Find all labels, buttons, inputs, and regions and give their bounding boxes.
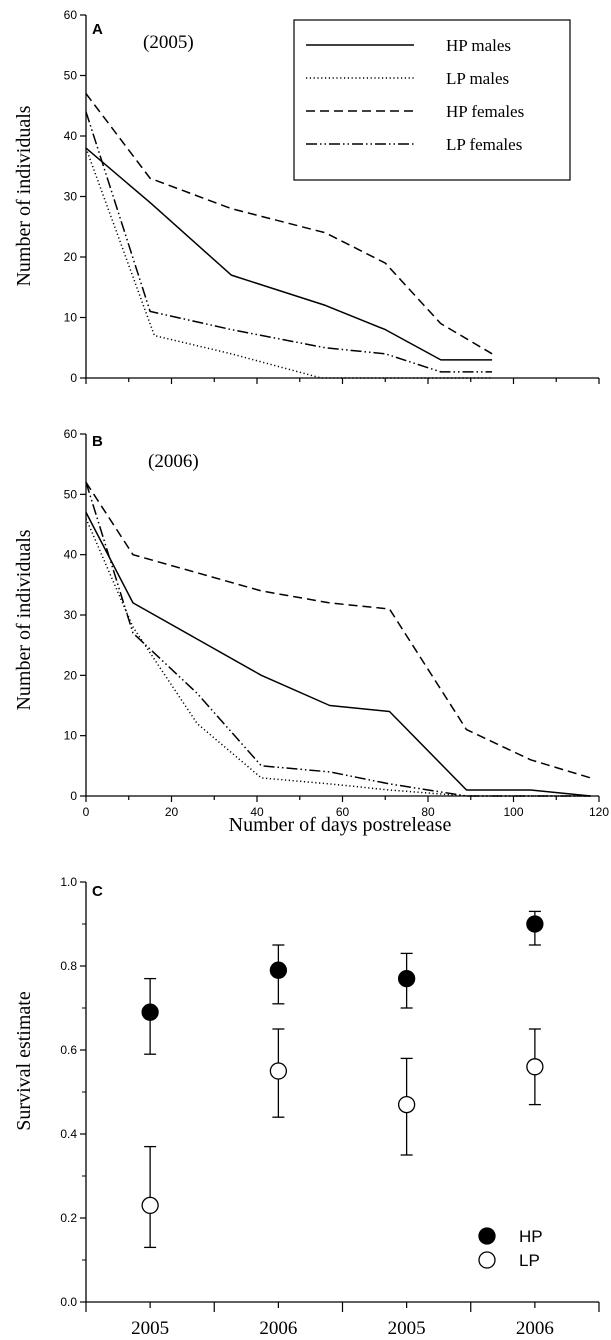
panel-a-legend: HP males LP males HP females LP females — [293, 19, 571, 181]
panel-a-y-tick-label: 20 — [64, 250, 78, 264]
panel-c-category-year: 2006 — [259, 1318, 297, 1339]
panel-c-y-axis-title: Survival estimate — [13, 991, 35, 1131]
panel-b-letter: B — [92, 433, 103, 450]
panel-a-series-line-1 — [85, 147, 493, 379]
panel-c-legend-marker-0 — [478, 1227, 496, 1245]
panel-b-y-tick-label: 30 — [64, 608, 78, 622]
panel-b-y-tick-label: 60 — [64, 427, 78, 441]
panel-a-y-tick-label: 40 — [64, 129, 78, 143]
panel-b-x-tick-label: 100 — [503, 805, 523, 819]
panel-c-category-year: 2006 — [516, 1318, 554, 1339]
panel-a: A (2005) Number of individuals 0 10 20 30 40… — [13, 8, 600, 385]
panel-a-y-tick-label: 30 — [64, 190, 78, 204]
panel-c-point-1-1 — [269, 1062, 288, 1080]
legend-label-3: LP females — [446, 135, 522, 154]
panel-c-axes: 0.00.20.40.60.81.02005males2006males2005… — [60, 875, 600, 1339]
legend-label-1: LP males — [446, 69, 509, 88]
panel-b-x-axis-title: Number of days postrelease — [229, 814, 452, 836]
panel-b-y-axis-title: Number of individuals — [13, 529, 35, 710]
panel-b-x-tick-label: 20 — [165, 805, 179, 819]
legend-label-2: HP females — [446, 102, 524, 121]
panel-a-series-line-2 — [85, 93, 493, 355]
panel-b-series-lines — [85, 481, 591, 797]
panel-c-point-1-3 — [526, 1058, 544, 1076]
panel-c-y-tick-label: 1.0 — [60, 875, 77, 889]
panel-c-point-1-0 — [141, 1196, 159, 1215]
panel-c-point-0-0 — [141, 1003, 159, 1021]
panel-c-legend-marker-1 — [478, 1251, 496, 1269]
panel-c-point-1-2 — [397, 1095, 416, 1114]
panel-b-y-tick-label: 50 — [64, 487, 78, 501]
panel-a-year-annotation: (2005) — [143, 32, 194, 53]
panel-c-point-0-1 — [269, 961, 288, 979]
panel-b-x-tick-label: 80 — [421, 805, 435, 819]
panel-c-category-year: 2005 — [131, 1318, 169, 1339]
panel-a-y-tick-label: 60 — [64, 8, 78, 22]
panel-c-letter: C — [92, 883, 103, 900]
panel-b-y-tick-label: 40 — [64, 548, 78, 562]
panel-c-point-0-3 — [526, 915, 544, 933]
panel-b-x-tick-label: 60 — [336, 805, 350, 819]
panel-c-category-year: 2005 — [388, 1318, 426, 1339]
panel-c-legend: HP LP — [478, 1227, 543, 1270]
panel-a-axes: 0 10 20 30 40 50 60 — [64, 8, 600, 385]
legend-box — [293, 19, 571, 181]
panel-c-y-tick-label: 0.2 — [60, 1211, 77, 1225]
panel-b: B (2006) Number of individuals Number of… — [13, 427, 609, 836]
panel-a-series-line-0 — [85, 147, 493, 361]
panel-b-x-tick-label: 40 — [250, 805, 264, 819]
panel-c-point-0-2 — [397, 969, 416, 988]
panel-b-x-tick-label: 0 — [83, 805, 90, 819]
panel-b-y-tick-label: 0 — [70, 789, 77, 803]
panel-a-series-lines — [85, 93, 493, 379]
panel-b-series-line-0 — [85, 512, 591, 797]
panel-c-legend-label-0: HP — [519, 1227, 543, 1246]
panel-b-year-annotation: (2006) — [148, 451, 199, 472]
panel-c-y-tick-label: 0.4 — [60, 1127, 77, 1141]
panel-c-y-tick-label: 0.0 — [60, 1295, 77, 1309]
panel-a-y-tick-label: 50 — [64, 69, 78, 83]
panel-c-y-tick-label: 0.8 — [60, 959, 77, 973]
panel-b-axes: 0 10 20 30 40 50 60 0 20 40 60 80 100 120 — [64, 427, 610, 819]
panel-b-y-tick-label: 20 — [64, 668, 78, 682]
panel-c-points — [141, 910, 544, 1249]
panel-a-y-axis-title: Number of individuals — [13, 105, 35, 286]
panel-a-series-line-3 — [85, 111, 493, 373]
panel-b-series-line-2 — [85, 481, 591, 779]
legend-label-0: HP males — [446, 36, 511, 55]
panel-b-series-line-3 — [85, 482, 591, 797]
panel-b-series-line-1 — [85, 518, 591, 797]
panel-c-legend-label-1: LP — [519, 1251, 540, 1270]
panel-a-y-tick-label: 10 — [64, 311, 78, 325]
panel-a-y-tick-label: 0 — [70, 371, 77, 385]
panel-b-x-tick-label: 120 — [589, 805, 609, 819]
panel-a-letter: A — [92, 21, 103, 38]
panel-c: C Survival estimate 0.0 0.2 0.4 0.6 0.8 1.0 20… — [13, 875, 600, 1339]
panel-b-y-tick-label: 10 — [64, 729, 78, 743]
panel-c-y-tick-label: 0.6 — [60, 1043, 77, 1057]
